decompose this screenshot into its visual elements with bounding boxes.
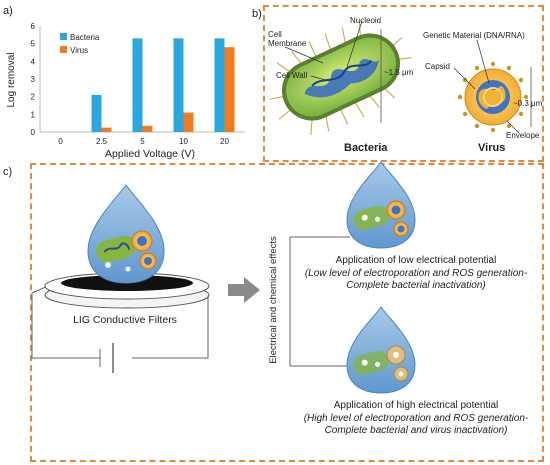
circuit-wires — [31, 285, 209, 373]
bar-bacteria-20 — [214, 38, 225, 132]
bar-bacteria-2.5 — [91, 94, 102, 132]
bar-virus-20 — [224, 47, 235, 133]
cell-wall-label: Cell Wall — [276, 71, 308, 80]
envelope-label: Envelope — [506, 131, 540, 140]
legend-label-virus: Virus — [70, 46, 88, 55]
bar-virus-5 — [142, 125, 153, 132]
x-tick-label: 5 — [140, 137, 145, 146]
y-tick-label: 0 — [31, 128, 36, 137]
cell-membrane-label: Cell Membrane — [268, 30, 307, 48]
y-tick-label: 3 — [31, 75, 36, 84]
panel-a-letter: a) — [3, 5, 13, 17]
y-tick-label: 6 — [31, 22, 36, 31]
y-tick-label: 5 — [31, 40, 36, 49]
legend-swatch-virus — [60, 46, 67, 53]
side-label: Electrical and chemical effects — [268, 236, 279, 364]
water-drop-main — [87, 184, 165, 284]
panel-b-frame — [263, 5, 544, 162]
panel-c-frame — [30, 163, 544, 462]
x-tick-label: 0 — [58, 137, 63, 146]
genetic-material-label: Genetic Material (DNA/RNA) — [423, 31, 525, 40]
x-tick-label: 20 — [220, 137, 229, 146]
y-tick-label: 4 — [31, 57, 36, 66]
water-drop-high — [346, 306, 416, 394]
high-potential-detail: (High level of electroporation and ROS g… — [303, 413, 529, 436]
panel-c-letter: c) — [3, 166, 13, 178]
virus-icon — [457, 61, 529, 133]
water-drop-low — [346, 161, 416, 249]
bacteria-title: Bacteria — [344, 142, 388, 154]
bacterium-icon — [269, 22, 412, 136]
process-arrow — [228, 277, 260, 303]
filter-label: LIG Conductive Filters — [73, 314, 177, 326]
bar-bacteria-5 — [132, 38, 143, 132]
y-tick-label: 2 — [31, 93, 36, 102]
legend-swatch-bacteria — [60, 33, 67, 40]
bar-virus-2.5 — [101, 127, 112, 132]
y-axis-title: Log removal — [6, 52, 17, 107]
bar-virus-10 — [183, 112, 194, 132]
bar-chart: 0 1 2 3 4 5 6 0 2.5 5 10 20 Log removal Applied Vo… — [6, 22, 245, 160]
low-potential-detail-wrap: (Low level of electroporation and ROS ge… — [296, 268, 536, 292]
low-potential-title: Application of low electrical potential — [335, 255, 497, 266]
capsid-label: Capsid — [425, 62, 450, 71]
virus-size-label: ~0.3 μm — [513, 99, 543, 108]
virus-title: Virus — [478, 142, 506, 154]
microbe-illustration: ~1.5 μm — [269, 20, 532, 136]
legend-label-bacteria: Bacteria — [70, 33, 100, 42]
low-potential-detail: (Low level of electroporation and ROS ge… — [304, 268, 528, 291]
high-potential-detail-wrap: (High level of electroporation and ROS g… — [296, 413, 536, 437]
bacteria-size-label: ~1.5 μm — [384, 68, 414, 77]
x-tick-label: 2.5 — [96, 137, 108, 146]
outcome-bracket — [289, 236, 350, 367]
bar-bacteria-10 — [173, 38, 184, 132]
x-axis-title: Applied Voltage (V) — [105, 148, 195, 160]
x-tick-label: 10 — [179, 137, 188, 146]
y-tick-label: 1 — [31, 110, 36, 119]
nucleoid-label: Nucleoid — [350, 16, 382, 25]
lig-filter-disc — [44, 272, 210, 309]
panel-b-letter: b) — [252, 8, 262, 20]
high-potential-title: Application of high electrical potential — [333, 400, 499, 411]
